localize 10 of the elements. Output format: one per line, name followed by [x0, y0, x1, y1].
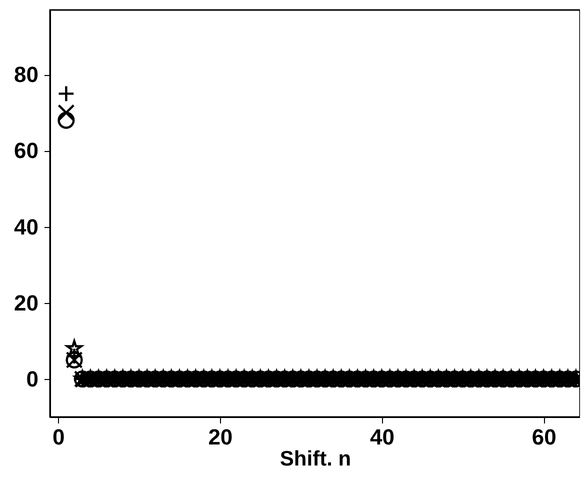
y-tick-label: 20 — [14, 290, 38, 316]
x-tick-label: 60 — [532, 424, 556, 450]
y-tick-label: 0 — [26, 366, 38, 392]
x-tick-label: 20 — [208, 424, 233, 450]
y-tick-label: 60 — [14, 138, 38, 164]
y-tick-label: 40 — [14, 214, 38, 240]
x-axis-title: Shift. n — [280, 448, 352, 470]
x-tick-label: 0 — [52, 424, 65, 450]
y-tick-label: 80 — [14, 62, 38, 88]
x-tick-label: 40 — [370, 424, 394, 450]
